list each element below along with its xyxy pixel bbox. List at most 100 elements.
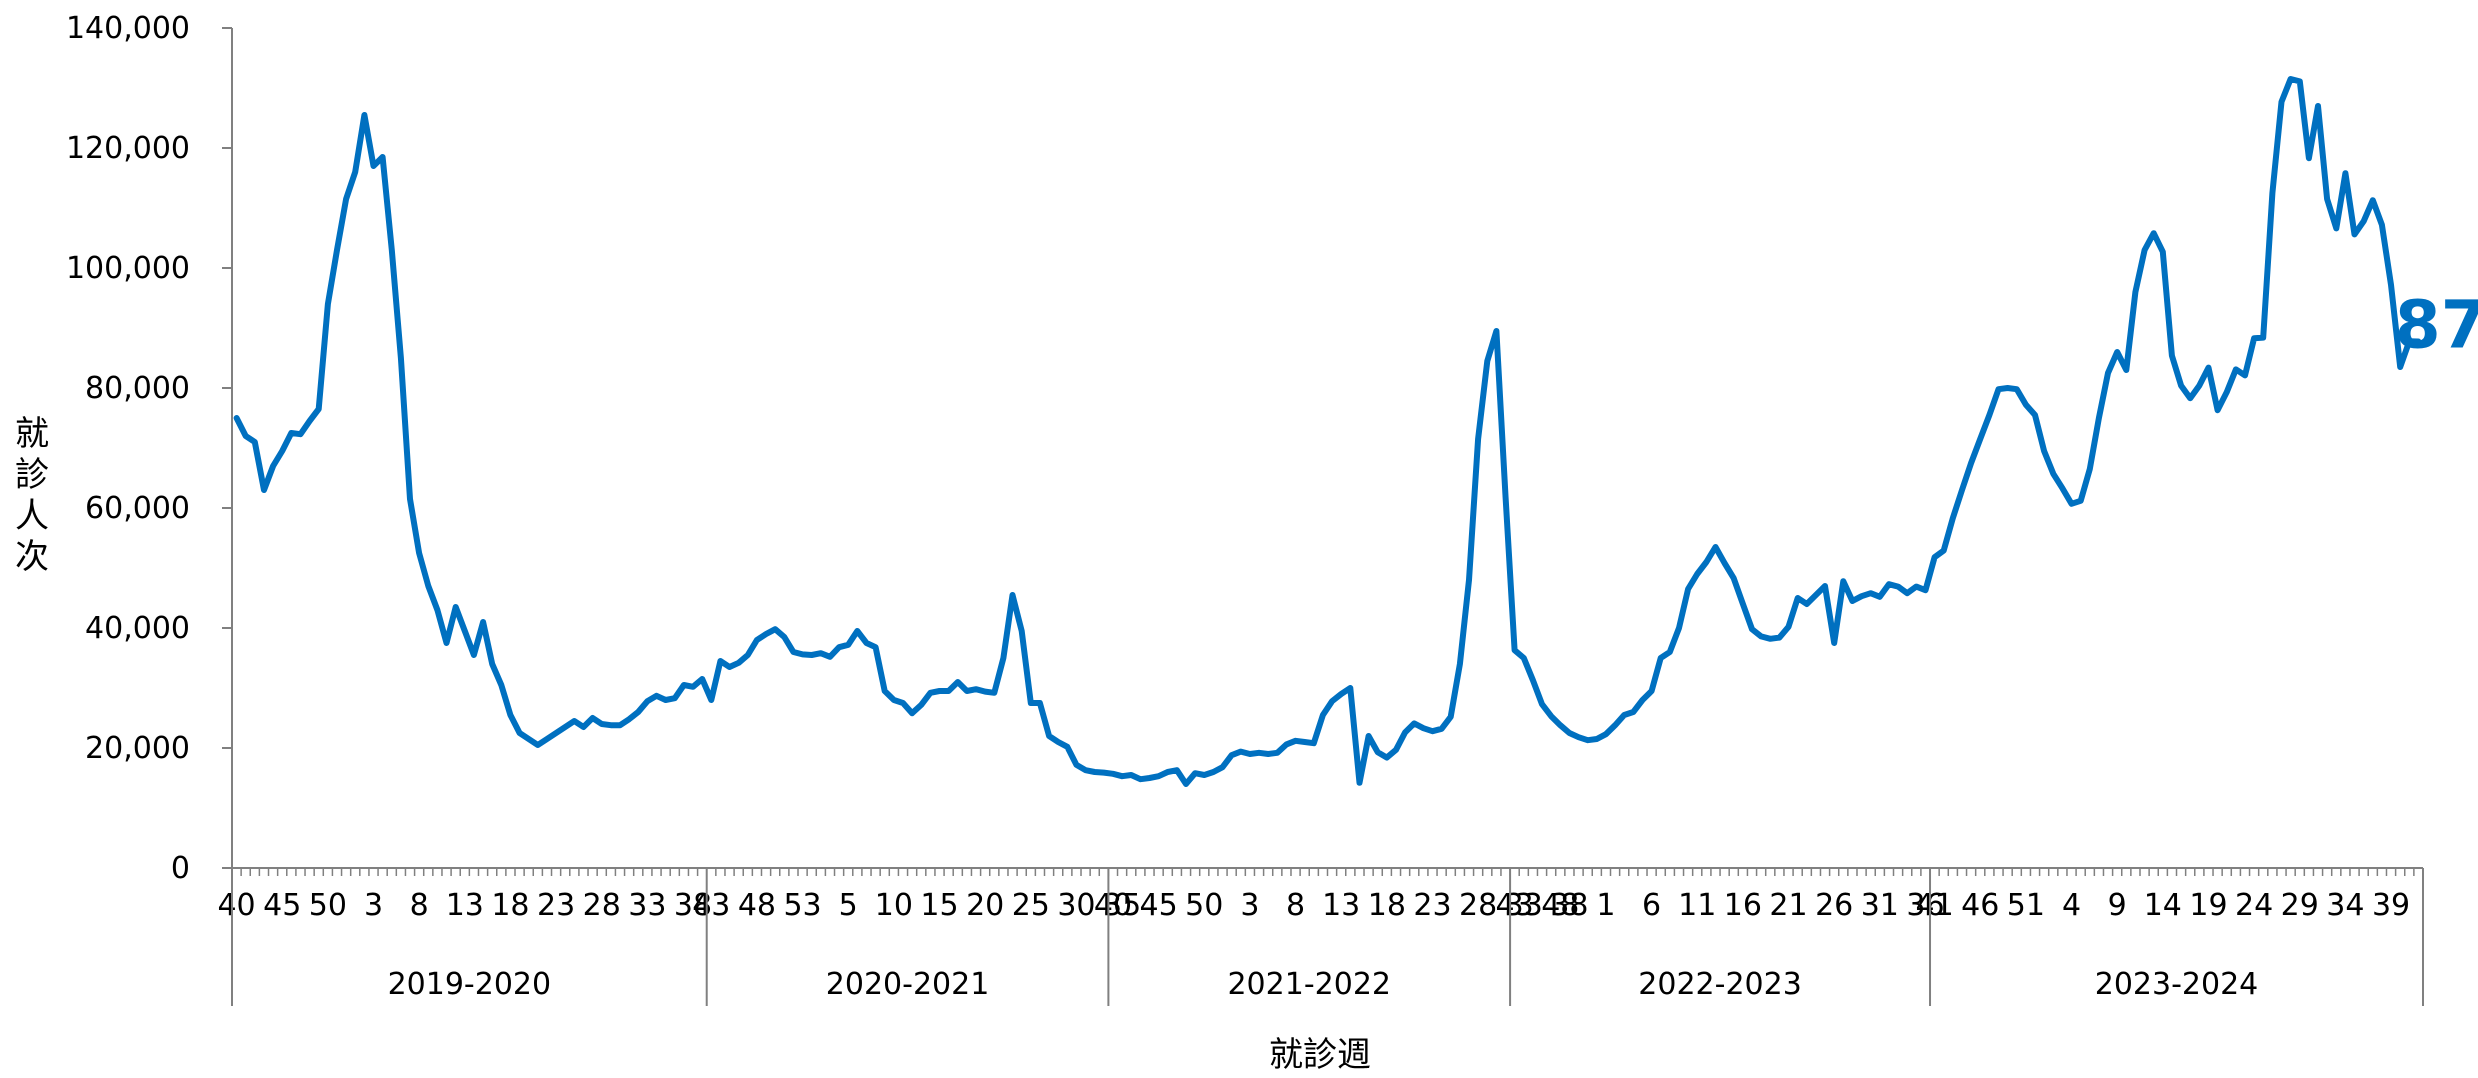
data-point — [380, 154, 386, 160]
data-point — [1576, 734, 1582, 740]
data-point — [1147, 775, 1153, 781]
data-point — [1247, 751, 1253, 757]
data-point — [1283, 741, 1289, 747]
data-point — [1274, 750, 1280, 756]
data-point — [1311, 740, 1317, 746]
data-point — [1804, 601, 1810, 607]
data-point — [562, 724, 568, 730]
data-point — [745, 652, 751, 658]
data-point — [1000, 655, 1006, 661]
x-tick-label: 10 — [875, 888, 913, 923]
x-tick-label: 23 — [1413, 888, 1451, 923]
data-point — [2397, 364, 2403, 370]
data-point — [1037, 700, 1043, 706]
data-point — [1566, 730, 1572, 736]
data-point — [1439, 726, 1445, 732]
data-point — [2297, 78, 2303, 84]
data-point — [444, 640, 450, 646]
data-point — [2233, 366, 2239, 372]
x-tick-label: 40 — [1094, 888, 1132, 923]
data-point — [2242, 372, 2248, 378]
x-tick-label: 48 — [1541, 888, 1579, 923]
y-tick-label: 80,000 — [85, 371, 190, 406]
data-point — [2224, 389, 2230, 395]
season-label: 2022-2023 — [1638, 967, 1802, 1002]
data-point — [1484, 358, 1490, 364]
data-point — [2069, 501, 2075, 507]
data-point — [2114, 349, 2120, 355]
data-point — [1238, 749, 1244, 755]
x-tick-label: 18 — [491, 888, 529, 923]
y-axis-title-char: 診 — [15, 455, 49, 495]
data-point — [1329, 698, 1335, 704]
x-tick-label: 3 — [1240, 888, 1259, 923]
data-point — [1968, 460, 1974, 466]
x-tick-label: 28 — [1459, 888, 1497, 923]
data-point — [325, 301, 331, 307]
data-point — [1137, 776, 1143, 782]
data-point — [1950, 515, 1956, 521]
data-point — [489, 661, 495, 667]
data-point — [864, 640, 870, 646]
data-point — [900, 700, 906, 706]
data-point — [2370, 197, 2376, 203]
data-point — [699, 676, 705, 682]
data-point — [1904, 590, 1910, 596]
data-point — [727, 664, 733, 670]
data-point — [599, 721, 605, 727]
data-point — [1703, 559, 1709, 565]
data-point — [1503, 493, 1509, 499]
data-point — [946, 688, 952, 694]
data-point — [1055, 739, 1061, 745]
x-tick-label: 6 — [1642, 888, 1661, 923]
data-point — [1210, 769, 1216, 775]
data-point — [1758, 633, 1764, 639]
data-point — [316, 406, 322, 412]
data-point — [882, 688, 888, 694]
x-tick-label: 19 — [2189, 888, 2227, 923]
x-tick-label: 38 — [1550, 888, 1588, 923]
data-point — [343, 196, 349, 202]
season-label: 2019-2020 — [388, 967, 552, 1002]
data-point — [1658, 655, 1664, 661]
data-point — [1986, 412, 1992, 418]
season-label: 2023-2024 — [2095, 967, 2259, 1002]
x-tick-label: 16 — [1724, 888, 1762, 923]
latest-value-callout: 87,742 — [2395, 287, 2478, 364]
data-point — [1183, 781, 1189, 787]
x-tick-label: 8 — [1286, 888, 1305, 923]
data-point — [1493, 328, 1499, 334]
data-point — [1046, 733, 1052, 739]
data-point — [2315, 103, 2321, 109]
data-point — [1722, 560, 1728, 566]
data-point — [937, 688, 943, 694]
data-point — [2160, 249, 2166, 255]
data-point — [1676, 625, 1682, 631]
data-point — [672, 695, 678, 701]
data-point — [955, 679, 961, 685]
y-axis-title-char: 次 — [15, 537, 49, 577]
data-point — [909, 710, 915, 716]
data-point — [1521, 655, 1527, 661]
data-point — [790, 649, 796, 655]
data-point — [2333, 225, 2339, 231]
data-point — [781, 634, 787, 640]
data-point — [1320, 712, 1326, 718]
data-point — [2132, 289, 2138, 295]
data-point — [462, 628, 468, 634]
data-point — [2379, 222, 2385, 228]
data-point — [1859, 593, 1865, 599]
data-point — [2388, 282, 2394, 288]
x-tick-label: 13 — [1322, 888, 1360, 923]
x-tick-label: 34 — [2326, 888, 2364, 923]
data-point — [681, 682, 687, 688]
data-point — [809, 652, 815, 658]
data-point — [1585, 737, 1591, 743]
x-tick-label: 1 — [1596, 888, 1615, 923]
x-tick-label: 45 — [263, 888, 301, 923]
data-point — [654, 693, 660, 699]
season-label: 2020-2021 — [826, 967, 990, 1002]
data-point — [1110, 771, 1116, 777]
data-point — [526, 736, 532, 742]
